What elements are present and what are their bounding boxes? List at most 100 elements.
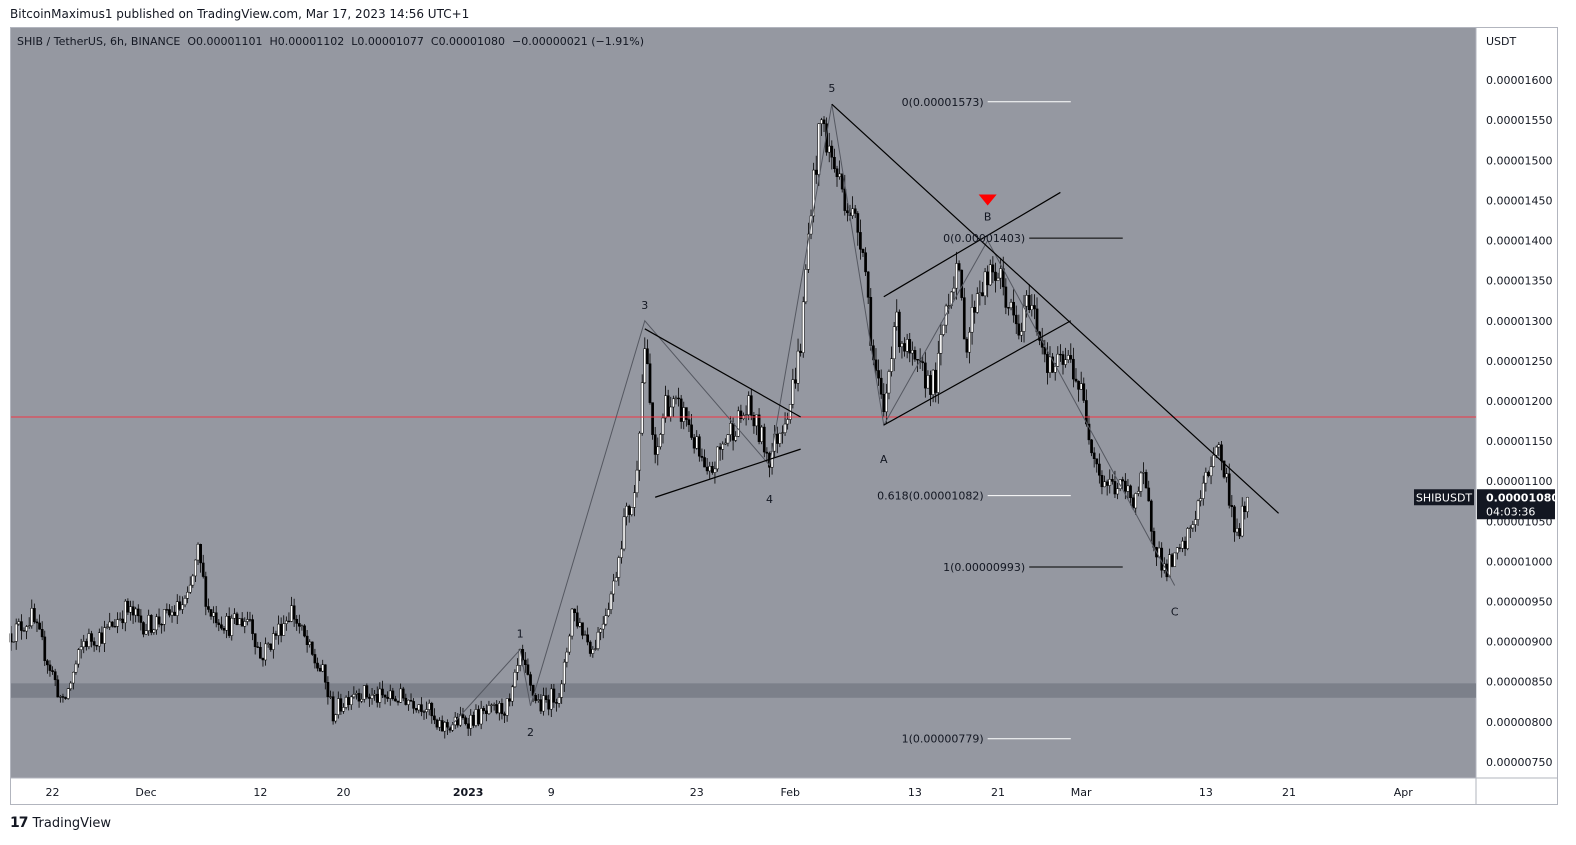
candle-body bbox=[271, 633, 275, 650]
candle-body bbox=[1186, 528, 1190, 549]
candle-body bbox=[484, 710, 488, 714]
candle-body bbox=[697, 436, 701, 457]
candle-body bbox=[435, 719, 439, 728]
symbol-title: SHIB / TetherUS, 6h, BINANCE bbox=[17, 35, 187, 48]
candle-body bbox=[1142, 472, 1145, 474]
candle-body bbox=[152, 629, 156, 633]
candle-body bbox=[181, 604, 184, 610]
price-tick-label: 0.00000950 bbox=[1486, 596, 1552, 609]
candle-body bbox=[843, 188, 847, 211]
candle-body bbox=[147, 615, 151, 631]
candle-body bbox=[1246, 497, 1249, 513]
candle-body bbox=[321, 664, 325, 672]
candle-body bbox=[560, 683, 564, 698]
price-tick-label: 0.00001150 bbox=[1486, 435, 1552, 448]
candle-body bbox=[103, 627, 106, 644]
candle-body bbox=[178, 601, 182, 610]
wave-label: 1 bbox=[517, 628, 524, 641]
candle-body bbox=[677, 397, 680, 400]
candle-body bbox=[466, 723, 470, 729]
candle-body bbox=[420, 704, 423, 712]
candle-body bbox=[394, 698, 397, 702]
candle-body bbox=[246, 619, 249, 622]
candle-body bbox=[983, 271, 987, 297]
candle-body bbox=[139, 615, 143, 623]
candle-body bbox=[1095, 458, 1099, 465]
candle-body bbox=[329, 696, 332, 698]
candle-body bbox=[939, 334, 943, 354]
candle-body bbox=[594, 648, 597, 650]
candle-body bbox=[882, 393, 886, 413]
candle-body bbox=[672, 398, 675, 408]
candle-body bbox=[583, 634, 587, 636]
candle-body bbox=[910, 350, 914, 354]
candle-body bbox=[534, 695, 538, 701]
candle-body bbox=[251, 619, 254, 634]
candle-body bbox=[1196, 500, 1200, 520]
candle-body bbox=[716, 446, 719, 470]
candle-body bbox=[936, 353, 940, 393]
candle-body bbox=[290, 605, 293, 622]
candle-body bbox=[20, 621, 23, 631]
wave-label: B bbox=[984, 211, 992, 224]
candle-body bbox=[157, 616, 161, 625]
candle-body bbox=[1030, 305, 1034, 311]
candle-body bbox=[1048, 356, 1052, 373]
candle-body bbox=[222, 628, 226, 631]
candle-body bbox=[708, 466, 712, 472]
candle-body bbox=[955, 263, 958, 289]
candle-body bbox=[713, 468, 717, 473]
candle-body bbox=[123, 600, 127, 624]
candle-body bbox=[952, 287, 956, 293]
fib-level-label: 0(0.00001573) bbox=[902, 96, 984, 109]
candle-body bbox=[510, 686, 514, 702]
candle-body bbox=[417, 704, 421, 711]
candle-body bbox=[807, 233, 810, 270]
candle-body bbox=[630, 507, 634, 515]
candle-body bbox=[1027, 295, 1031, 311]
candle-body bbox=[801, 301, 805, 353]
price-tick-label: 0.00000850 bbox=[1486, 676, 1552, 689]
candle-body bbox=[259, 647, 262, 659]
candle-body bbox=[674, 397, 678, 400]
price-tick-label: 0.00001300 bbox=[1486, 315, 1552, 328]
candle-body bbox=[227, 615, 231, 636]
candle-body bbox=[53, 671, 57, 681]
candle-body bbox=[744, 414, 748, 416]
wave-label: 5 bbox=[828, 82, 835, 95]
candle-body bbox=[116, 619, 119, 627]
candle-body bbox=[22, 630, 26, 632]
triangle-lower-trendline bbox=[654, 448, 801, 498]
candle-body bbox=[999, 268, 1003, 279]
candle-body bbox=[27, 625, 31, 627]
candle-body bbox=[601, 623, 605, 630]
candle-body bbox=[269, 643, 273, 650]
candle-body bbox=[786, 419, 790, 425]
wave-label: C bbox=[1171, 606, 1179, 619]
time-tick-label: Apr bbox=[1394, 786, 1414, 799]
candle-body bbox=[734, 436, 738, 441]
candle-body bbox=[726, 434, 730, 444]
candle-body bbox=[957, 263, 961, 271]
candle-body bbox=[155, 616, 158, 631]
candle-body bbox=[986, 271, 990, 286]
candle-body bbox=[620, 548, 623, 558]
candle-body bbox=[129, 606, 132, 613]
footer-brand[interactable]: 17 TradingView bbox=[10, 815, 111, 831]
publisher-line: BitcoinMaximus1 published on TradingView… bbox=[10, 7, 470, 21]
candle-body bbox=[277, 623, 280, 636]
candle-body bbox=[648, 363, 652, 403]
candle-body bbox=[762, 426, 766, 453]
candle-body bbox=[887, 371, 891, 394]
candle-body bbox=[414, 708, 418, 711]
candle-body bbox=[1129, 485, 1132, 499]
candle-body bbox=[438, 720, 441, 728]
candle-body bbox=[233, 613, 236, 619]
candle-body bbox=[253, 633, 257, 647]
candle-body bbox=[1227, 473, 1231, 506]
candle-body bbox=[1225, 473, 1228, 478]
wave-label: 4 bbox=[766, 493, 773, 506]
candle-body bbox=[931, 369, 935, 395]
candle-body bbox=[368, 696, 371, 699]
